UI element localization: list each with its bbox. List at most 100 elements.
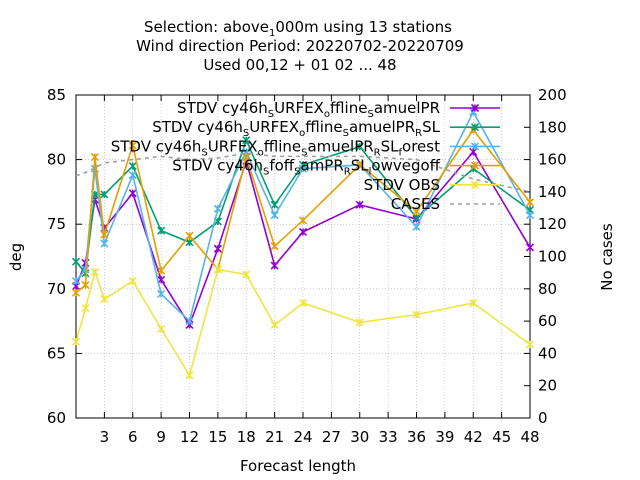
series-point — [81, 304, 90, 313]
y2-tick-label: 120 — [538, 215, 567, 233]
series-point — [355, 160, 364, 169]
y2-tick-label: 180 — [538, 118, 567, 136]
y2-tick-label: 160 — [538, 151, 567, 169]
y2-axis-label: No cases — [598, 223, 616, 291]
series-point — [213, 244, 222, 253]
series-point — [128, 189, 137, 198]
x-tick-label: 21 — [265, 428, 284, 446]
series-point — [100, 230, 109, 239]
y-tick-label: 75 — [47, 215, 66, 233]
series-point — [242, 152, 251, 162]
series-point — [185, 371, 194, 380]
y2-tick-label: 200 — [538, 86, 567, 104]
y-tick-label: 85 — [47, 86, 66, 104]
series-point — [71, 337, 81, 346]
series-point — [128, 276, 137, 286]
series-point — [469, 298, 478, 308]
series-point — [355, 142, 364, 151]
y-tick-label: 60 — [47, 409, 66, 427]
series-point — [412, 222, 421, 231]
x-tick-label: 9 — [156, 428, 166, 446]
series-point — [270, 242, 279, 251]
series-point — [412, 213, 421, 222]
series-point — [157, 226, 166, 235]
series-0 — [71, 147, 535, 330]
series-point — [90, 152, 99, 162]
series-point — [81, 280, 90, 289]
series-line — [75, 152, 531, 193]
series-point — [71, 288, 81, 297]
series-layer — [71, 107, 535, 380]
series-point — [185, 231, 194, 240]
y2-tick-label: 0 — [538, 409, 548, 427]
x-tick-label: 3 — [100, 428, 110, 446]
series-point — [242, 136, 251, 145]
series-point — [157, 266, 166, 275]
grid — [76, 95, 531, 418]
chart-title: Selection: above1000m using 13 stations … — [136, 18, 464, 74]
title-line-1: Selection: above1000m using 13 stations — [144, 18, 452, 39]
series-point — [525, 211, 535, 220]
series-point — [355, 200, 364, 209]
series-point — [100, 239, 109, 248]
series-point — [157, 289, 166, 299]
series-point — [412, 310, 421, 319]
legend-item: STDV cy46hSfoffSamPRRSLlowvegoff — [172, 157, 500, 178]
series-point — [71, 257, 81, 266]
series-point — [128, 161, 137, 171]
series-point — [128, 171, 137, 180]
x-tick-label: 42 — [464, 428, 483, 446]
legend-label: STDV cy46hSfoffSamPRRSLlowvegoff — [172, 157, 440, 178]
x-tick-label: 12 — [180, 428, 199, 446]
series-point — [213, 204, 222, 213]
y2-tick-label: 60 — [538, 312, 557, 330]
series-point — [157, 324, 166, 333]
series-point — [298, 227, 308, 237]
series-point — [128, 141, 137, 150]
series-point — [185, 317, 194, 326]
x-tick-label: 36 — [407, 428, 426, 446]
x-tick-label: 6 — [128, 428, 138, 446]
series-point — [412, 207, 421, 216]
axis-ticks: 3 6 9 12 15 18 21 24 27 30 33 36 39 42 45 4860657075808… — [47, 86, 567, 446]
y-tick-label: 70 — [47, 280, 66, 298]
series-point — [355, 318, 364, 327]
series-point — [100, 190, 109, 199]
x-axis-label: Forecast length — [240, 457, 356, 475]
legend-item: STDV cy46hSURFEXofflineSamuelPRRSLforest — [111, 137, 500, 158]
y2-tick-label: 140 — [538, 183, 567, 201]
y-axis-label: deg — [7, 243, 25, 271]
series-point — [270, 200, 279, 209]
series-point — [90, 267, 99, 277]
series-point — [525, 340, 535, 349]
y2-tick-label: 100 — [538, 248, 567, 266]
legend-label: STDV OBS — [364, 176, 440, 194]
y2-tick-label: 80 — [538, 280, 557, 298]
x-tick-label: 18 — [237, 428, 256, 446]
x-tick-label: 30 — [350, 428, 369, 446]
legend-item: STDV cy46hSURFEXofflineSamuelPR — [177, 99, 500, 120]
y-tick-label: 80 — [47, 151, 66, 169]
legend-label: CASES — [391, 195, 440, 213]
x-tick-label: 27 — [322, 428, 341, 446]
y-tick-label: 65 — [47, 344, 66, 362]
series-point — [213, 265, 222, 274]
x-tick-label: 48 — [520, 428, 539, 446]
title-line-2: Wind direction Period: 20220702-20220709 — [136, 37, 464, 55]
x-tick-label: 45 — [492, 428, 511, 446]
series-point — [270, 261, 279, 270]
x-tick-label: 24 — [293, 428, 312, 446]
series-point — [71, 276, 81, 286]
series-point — [298, 164, 308, 173]
legend-item: STDV cy46hSURFEXofflineSamuelPRRSL — [152, 118, 500, 139]
series-point — [298, 298, 308, 308]
series-5 — [75, 152, 531, 193]
legend-label: STDV cy46hSURFEXofflineSamuelPR — [177, 99, 440, 120]
series-point — [81, 265, 90, 274]
series-point — [270, 320, 279, 330]
series-point — [525, 243, 535, 252]
series-4 — [71, 265, 535, 380]
series-point — [298, 216, 308, 225]
series-point — [100, 295, 109, 304]
